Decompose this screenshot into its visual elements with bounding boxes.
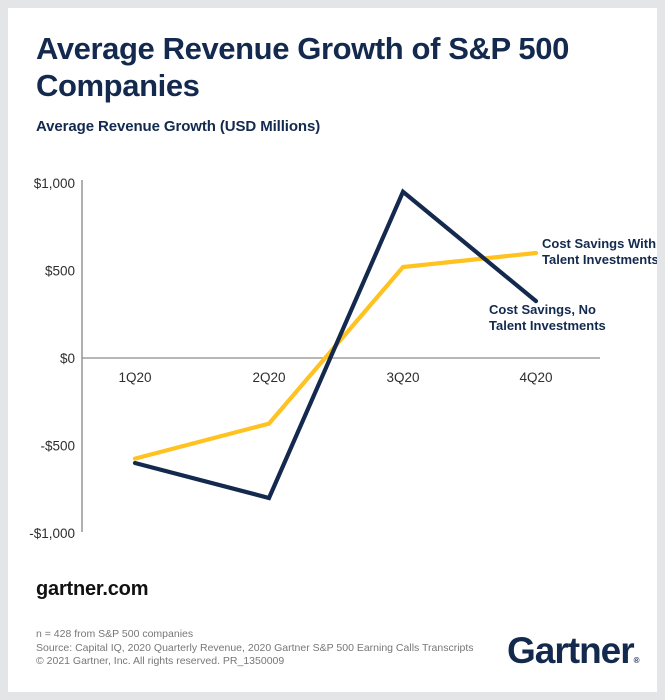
y-tick-label: -$500: [40, 439, 75, 454]
y-tick-label: -$1,000: [29, 526, 75, 541]
series-annotation-0: Cost Savings With: [542, 236, 656, 251]
x-tick-label: 2Q20: [252, 370, 285, 385]
gartner-site-link: gartner.com: [36, 578, 149, 600]
series-annotation-1: Cost Savings, No: [489, 302, 596, 317]
footnotes: n = 428 from S&P 500 companies Source: C…: [36, 628, 474, 669]
x-tick-label: 4Q20: [519, 370, 552, 385]
footnote-copyright: © 2021 Gartner, Inc. All rights reserved…: [36, 655, 285, 667]
y-tick-label: $500: [45, 264, 75, 279]
footnote-sample-size: n = 428 from S&P 500 companies: [36, 628, 194, 640]
registered-trademark-icon: ®: [633, 656, 640, 665]
y-tick-label: $1,000: [34, 176, 75, 191]
x-tick-label: 3Q20: [386, 370, 419, 385]
y-tick-label: $0: [60, 351, 75, 366]
gartner-logo: Gartner®: [507, 630, 640, 672]
chart-card: Average Revenue Growth of S&P 500 Compan…: [8, 8, 657, 692]
footnote-source: Source: Capital IQ, 2020 Quarterly Reven…: [36, 641, 474, 654]
chart-subtitle: Average Revenue Growth (USD Millions): [36, 118, 321, 135]
x-tick-label: 1Q20: [118, 370, 151, 385]
revenue-growth-line-chart: $1,000 $500 $0 -$500 -$1,000 1Q20 2Q20 3Q20 4Q20…: [29, 176, 657, 541]
gartner-logo-text: Gartner: [507, 630, 635, 671]
series-line-1: [132, 188, 539, 501]
page-title: Average Revenue Growth of S&P 500 Compan…: [36, 31, 569, 103]
series-annotation-0: Talent Investments: [542, 252, 657, 267]
series-annotation-1: Talent Investments: [489, 318, 606, 333]
series-line-0: [132, 250, 539, 461]
